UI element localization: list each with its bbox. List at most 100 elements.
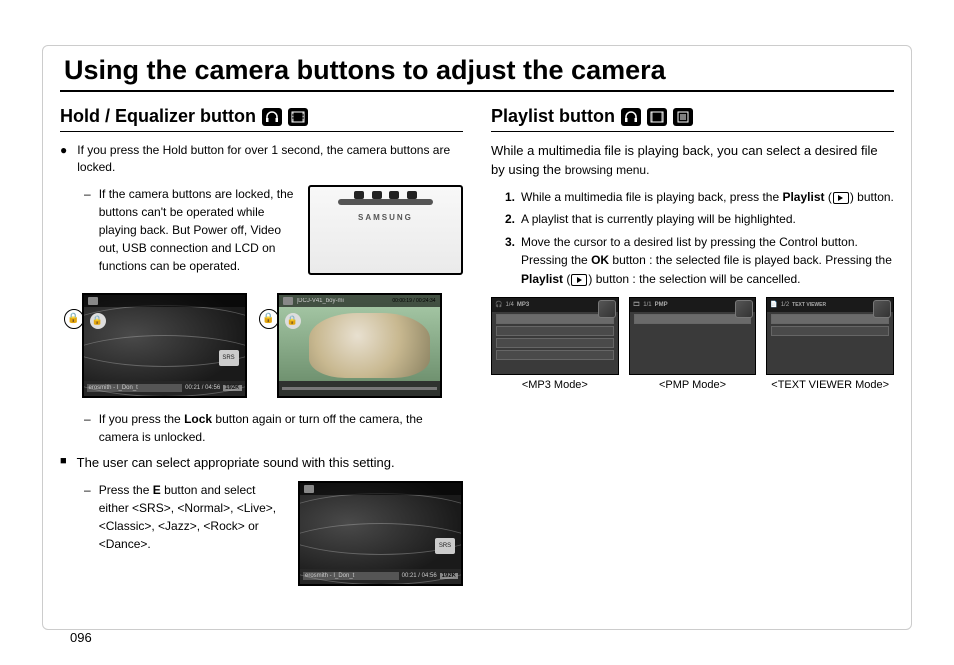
dash-locked-text: If the camera buttons are locked, the bu… xyxy=(99,185,296,275)
track-title: erosmith - I_Don_t xyxy=(303,572,399,580)
step-number: 2. xyxy=(505,210,515,229)
dash-mark: – xyxy=(84,410,91,446)
lcd-lock-pair: 🔒 🔒 SRS erosmith - I_Don_t 00:21 / 04:56… xyxy=(60,293,463,398)
lcd-pmp-locked: 🔒 [DCJ-V41_boy-mi 00:00:19 / 00:24:34 🔒 xyxy=(277,293,442,398)
eq-row: – Press the E button and select either <… xyxy=(60,481,463,586)
lcd-mp3-locked: 🔒 🔒 SRS erosmith - I_Don_t 00:21 / 04:56… xyxy=(82,293,247,398)
playlist-bold: Playlist xyxy=(782,190,824,204)
step-number: 1. xyxy=(505,188,515,207)
headphones-small-icon xyxy=(304,485,314,493)
headphones-icon xyxy=(621,108,641,126)
refresh-corner-icon xyxy=(598,300,616,318)
track-bitrate: 192K xyxy=(223,385,241,391)
step-2: 2. A playlist that is currently playing … xyxy=(505,210,894,229)
film-icon xyxy=(647,108,667,126)
pmp-mode-item: 🎞 1/1 PMP <PMP Mode> xyxy=(629,297,757,391)
heading-text: Hold / Equalizer button xyxy=(60,106,256,127)
list-item xyxy=(771,314,889,324)
film-tiny-icon: 🎞 xyxy=(633,301,641,308)
playlist-heading: Playlist button xyxy=(491,106,894,132)
play-button-icon xyxy=(833,192,849,204)
playlist-bold: Playlist xyxy=(521,272,563,286)
list-item xyxy=(496,314,614,324)
text-tiny-icon: 📄 xyxy=(770,301,777,308)
pmp-file: [DCJ-V41_boy-mi xyxy=(297,298,389,304)
lock-explain-row: – If the camera buttons are locked, the … xyxy=(60,185,463,283)
e-bold: E xyxy=(153,483,161,497)
pmp-caption: <PMP Mode> xyxy=(629,379,757,391)
manual-page: Using the camera buttons to adjust the c… xyxy=(0,0,954,665)
lcd-eq-bottombar: erosmith - I_Don_t 00:21 / 04:56 192K xyxy=(300,569,461,584)
play-button-icon xyxy=(571,274,587,286)
square-bullet-icon: ■ xyxy=(60,454,67,473)
track-bitrate: 192K xyxy=(440,573,458,579)
camera-brand-label: SAMSUNG xyxy=(358,213,413,222)
headphones-icon xyxy=(262,108,282,126)
content-columns: Hold / Equalizer button ● If you press t… xyxy=(60,106,894,586)
lock-badge-icon: 🔒 xyxy=(90,313,106,329)
text-mode-screen: 📄 1/2 TEXT VIEWER xyxy=(766,297,894,375)
mp3-mode-item: 🎧 1/4 MP3 <MP3 Mode> xyxy=(491,297,619,391)
track-title: erosmith - I_Don_t xyxy=(87,384,183,392)
mode-screens: 🎧 1/4 MP3 <MP3 Mode> xyxy=(491,297,894,391)
lcd-pmp-bottombar xyxy=(279,381,440,396)
list-item xyxy=(496,338,614,348)
headphones-small-icon xyxy=(88,297,98,305)
step-1: 1. While a multimedia file is playing ba… xyxy=(505,188,894,207)
square-sound-text: The user can select appropriate sound wi… xyxy=(77,454,395,473)
playlist-intro: While a multimedia file is playing back,… xyxy=(491,142,894,180)
camera-top-illustration: SAMSUNG xyxy=(308,185,463,275)
pmp-mode-screen: 🎞 1/1 PMP xyxy=(629,297,757,375)
srs-badge: SRS xyxy=(219,350,239,366)
step-number: 3. xyxy=(505,233,515,289)
lock-callout-icon: 🔒 xyxy=(259,309,279,329)
mp3-mode-screen: 🎧 1/4 MP3 xyxy=(491,297,619,375)
dash-mark: – xyxy=(84,481,91,553)
headphones-tiny-icon: 🎧 xyxy=(495,301,502,308)
mp3-label: MP3 xyxy=(517,302,529,308)
dash-eq: – Press the E button and select either <… xyxy=(84,481,286,553)
pmp-label: PMP xyxy=(655,302,668,308)
lock-bold: Lock xyxy=(184,412,212,426)
refresh-corner-icon xyxy=(873,300,891,318)
hold-equalizer-heading: Hold / Equalizer button xyxy=(60,106,463,132)
srs-badge: SRS xyxy=(435,538,455,554)
lcd-mp3-screen: 🔒 SRS erosmith - I_Don_t 00:21 / 04:56 1… xyxy=(82,293,247,398)
step-1-text: While a multimedia file is playing back,… xyxy=(521,188,894,207)
film-small-icon xyxy=(283,297,293,305)
list-item xyxy=(771,326,889,336)
text-caption: <TEXT VIEWER Mode> xyxy=(766,379,894,391)
pmp-counter: 1/1 xyxy=(643,302,651,308)
lock-callout-icon: 🔒 xyxy=(64,309,84,329)
square-sound: ■ The user can select appropriate sound … xyxy=(60,454,463,473)
refresh-corner-icon xyxy=(735,300,753,318)
dash-eq-text: Press the E button and select either <SR… xyxy=(99,481,286,553)
heading-text: Playlist button xyxy=(491,106,615,127)
right-column: Playlist button While a multimedia file … xyxy=(491,106,894,586)
mp3-counter: 1/4 xyxy=(505,302,513,308)
lcd-eq: SRS erosmith - I_Don_t 00:21 / 04:56 192… xyxy=(298,481,463,586)
track-time: 00:21 / 04:56 xyxy=(402,573,437,579)
dash-unlock-text: If you press the Lock button again or tu… xyxy=(99,410,463,446)
mp3-caption: <MP3 Mode> xyxy=(491,379,619,391)
dash-locked: – If the camera buttons are locked, the … xyxy=(84,185,296,275)
bullet-dot-icon: ● xyxy=(60,142,67,177)
text-mode-item: 📄 1/2 TEXT VIEWER <TEXT VIEWER Mode> xyxy=(766,297,894,391)
lcd-eq-topbar xyxy=(300,483,461,495)
text-label: TEXT VIEWER xyxy=(792,302,826,308)
page-title: Using the camera buttons to adjust the c… xyxy=(60,55,894,92)
bullet-hold-text: If you press the Hold button for over 1 … xyxy=(77,142,463,177)
dash-unlock: – If you press the Lock button again or … xyxy=(84,410,463,446)
list-item xyxy=(634,314,752,324)
list-item xyxy=(496,350,614,360)
film-icon xyxy=(288,108,308,126)
pmp-person-illustration xyxy=(309,313,430,378)
lcd-mp3-bottombar: erosmith - I_Don_t 00:21 / 04:56 192K xyxy=(84,381,245,396)
page-number: 096 xyxy=(70,630,92,645)
lcd-eq-screen: SRS erosmith - I_Don_t 00:21 / 04:56 192… xyxy=(298,481,463,586)
lcd-pmp-screen: [DCJ-V41_boy-mi 00:00:19 / 00:24:34 🔒 xyxy=(277,293,442,398)
bullet-hold: ● If you press the Hold button for over … xyxy=(60,142,463,177)
progress-bar xyxy=(282,387,437,390)
text-counter: 1/2 xyxy=(781,302,789,308)
playlist-steps: 1. While a multimedia file is playing ba… xyxy=(505,188,894,289)
